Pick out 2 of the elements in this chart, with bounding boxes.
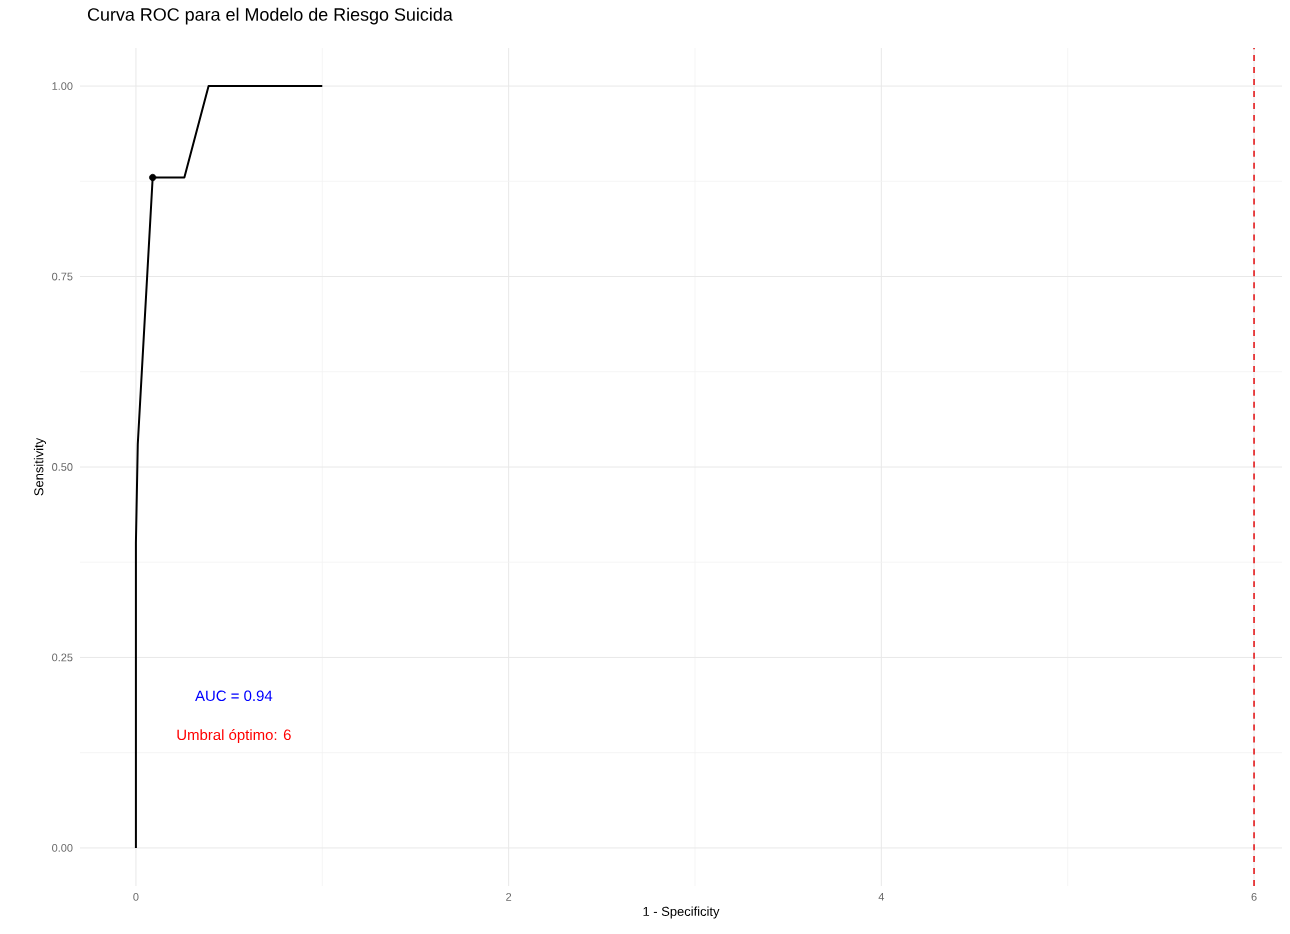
line-series bbox=[134, 85, 324, 849]
chart-title: Curva ROC para el Modelo de Riesgo Suicida bbox=[87, 7, 453, 25]
